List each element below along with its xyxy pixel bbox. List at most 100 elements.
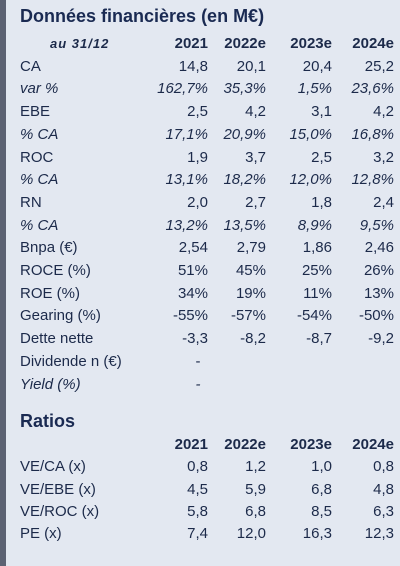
row-label: PE (x) [20, 525, 62, 543]
table-row: VE/EBE (x) 4,5 5,9 6,8 4,8 [20, 478, 398, 501]
ratios-title: Ratios [20, 411, 76, 431]
cell-value: 1,8 [311, 193, 332, 211]
table-row: ROCE (%) 51% 45% 25% 26% [20, 259, 398, 282]
row-label: var % [20, 80, 59, 98]
year-header: 2023e [290, 35, 332, 52]
year-header: 2023e [290, 436, 332, 453]
ratios-header-row: 2021 2022e 2023e 2024e [20, 433, 398, 456]
cell-value: 12,3 [364, 525, 394, 543]
cell-value: 6,8 [245, 502, 266, 520]
financial-data-panel: Données financières (en M€) au 31/12 2021… [6, 0, 400, 566]
year-header: 2021 [174, 35, 208, 52]
table-row: % CA 13,1% 18,2% 12,0% 12,8% [20, 168, 398, 191]
cell-value: 12,8% [351, 171, 394, 189]
cell-value: 1,86 [302, 239, 332, 257]
cell-value: 1,9 [187, 148, 208, 166]
year-header: 2021 [174, 436, 208, 453]
row-label: ROCE (%) [20, 262, 91, 279]
cell-value: 3,1 [311, 103, 332, 121]
cell-value: - [195, 352, 201, 370]
cell-value: 12,0 [236, 525, 266, 543]
left-border [0, 0, 6, 566]
table-row: var % 162,7% 35,3% 1,5% 23,6% [20, 77, 398, 100]
cell-value: 5,8 [187, 502, 208, 520]
row-label: CA [20, 57, 41, 75]
cell-value: 2,4 [373, 193, 394, 211]
cell-value: 4,8 [373, 480, 394, 498]
row-label: EBE [20, 103, 51, 121]
table-row: VE/ROC (x) 5,8 6,8 8,5 6,3 [20, 500, 398, 523]
cell-value: 14,8 [178, 57, 208, 75]
cell-value: 2,5 [311, 148, 332, 166]
cell-value: 13% [363, 284, 394, 302]
cell-value: 5,9 [245, 480, 266, 498]
table-row: Dividende n (€) - [20, 350, 398, 373]
cell-value: 4,2 [373, 103, 394, 121]
table-row: VE/CA (x) 0,8 1,2 1,0 0,8 [20, 455, 398, 478]
cell-value: 6,8 [311, 480, 332, 498]
cell-value: 11% [303, 284, 332, 302]
row-label: Bnpa (€) [20, 239, 78, 257]
cell-value: 3,2 [373, 148, 394, 166]
row-label: % CA [20, 216, 59, 234]
cell-value: 8,9% [297, 216, 332, 234]
financial-data-title: Données financières (en M€) [20, 6, 265, 26]
cell-value: 2,54 [178, 239, 208, 257]
table-row: % CA 13,2% 13,5% 8,9% 9,5% [20, 214, 398, 237]
table-row: PE (x) 7,4 12,0 16,3 12,3 [20, 522, 398, 545]
cell-value: 3,7 [245, 148, 266, 166]
row-label: % CA [20, 171, 59, 189]
cell-value: 162,7% [157, 80, 208, 98]
cell-value: 45% [235, 262, 266, 279]
cell-value: -8,7 [306, 330, 332, 348]
cell-value: 19% [235, 284, 266, 302]
cell-value: 8,5 [311, 502, 332, 520]
cell-value: 4,5 [187, 480, 208, 498]
date-label: au 31/12 [50, 36, 110, 51]
cell-value: 9,5% [359, 216, 394, 234]
cell-value: 12,0% [289, 171, 332, 189]
table-row: CA 14,8 20,1 20,4 25,2 [20, 55, 398, 78]
cell-value: 15,0% [289, 125, 332, 143]
cell-value: 17,1% [165, 125, 208, 143]
cell-value: 20,1 [236, 57, 266, 75]
cell-value: -54% [296, 307, 332, 325]
row-label: VE/ROC (x) [20, 502, 100, 520]
cell-value: 2,0 [187, 193, 208, 211]
row-label: RN [20, 193, 42, 211]
row-label: % CA [20, 125, 59, 143]
cell-value: 1,2 [245, 458, 266, 476]
cell-value: 20,9% [223, 125, 266, 143]
cell-value: 23,6% [351, 80, 394, 98]
cell-value: 51% [177, 262, 208, 279]
year-header: 2024e [352, 35, 394, 52]
table-row: ROC 1,9 3,7 2,5 3,2 [20, 146, 398, 169]
row-label: Dividende n (€) [20, 352, 122, 370]
table-row: Dette nette -3,3 -8,2 -8,7 -9,2 [20, 327, 398, 350]
cell-value: 1,5% [297, 80, 332, 98]
year-header: 2022e [224, 436, 266, 453]
year-header: 2022e [224, 35, 266, 52]
table-row: Yield (%) - [20, 373, 398, 396]
cell-value: 0,8 [187, 458, 208, 476]
table-row: % CA 17,1% 20,9% 15,0% 16,8% [20, 123, 398, 146]
cell-value: -50% [358, 307, 394, 325]
cell-value: 2,5 [187, 103, 208, 121]
financial-header-row: au 31/12 2021 2022e 2023e 2024e [20, 32, 398, 55]
cell-value: 4,2 [245, 103, 266, 121]
cell-value: -55% [172, 307, 208, 325]
table-row: Bnpa (€) 2,54 2,79 1,86 2,46 [20, 236, 398, 259]
cell-value: 2,79 [236, 239, 266, 257]
cell-value: 2,7 [245, 193, 266, 211]
table-row: Gearing (%) -55% -57% -54% -50% [20, 304, 398, 327]
year-header: 2024e [352, 436, 394, 453]
cell-value: 25,2 [364, 57, 394, 75]
cell-value: 1,0 [311, 458, 332, 476]
row-label: ROC [20, 148, 54, 166]
cell-value: 6,3 [373, 502, 394, 520]
table-row: EBE 2,5 4,2 3,1 4,2 [20, 100, 398, 123]
cell-value: 35,3% [223, 80, 266, 98]
cell-value: -57% [230, 307, 266, 325]
row-label: ROE (%) [20, 284, 80, 302]
cell-value: 2,46 [364, 239, 394, 257]
